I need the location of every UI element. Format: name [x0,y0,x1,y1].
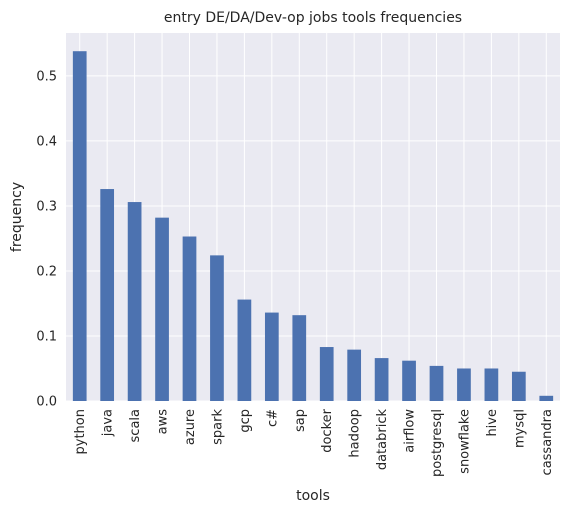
bar-snowflake [457,368,471,401]
bar-sap [292,315,307,401]
bar-gcp [237,299,252,401]
y-tick-label: 0.5 [36,69,57,84]
x-tick-labels: python java scala aws azure spark gcp c# sap dock… [73,408,555,477]
y-tick-label: 0.4 [36,134,57,149]
x-tick-label: docker [320,408,335,452]
bar-java [100,189,115,401]
bar-spark [210,255,224,401]
x-tick-label: airflow [403,409,418,453]
x-tick-label: scala [128,409,143,442]
y-tick-label: 0.2 [36,264,57,279]
y-tick-label: 0.1 [36,329,57,344]
bar-hadoop [347,349,362,401]
x-tick-label: postgresql [430,409,445,477]
x-tick-label: java [101,409,116,437]
x-tick-label: gcp [238,409,253,433]
x-tick-label: cassandra [540,409,555,475]
bars [72,51,554,401]
x-axis-label: tools [296,488,330,504]
bar-postgresql [429,365,444,401]
y-axis-label: frequency [9,182,25,252]
bar-databrick [374,358,389,401]
x-tick-label: hadoop [348,409,363,458]
x-tick-label: mysql [512,409,527,448]
x-tick-label: c# [265,409,280,427]
y-tick-label: 0.3 [36,199,57,214]
y-tick-labels: 0.0 0.1 0.2 0.3 0.4 0.5 [36,69,57,409]
x-tick-label: azure [183,409,198,445]
x-tick-label: aws [156,409,171,435]
bar-scala [127,202,142,401]
x-tick-label: python [73,409,88,454]
bar-hive [484,368,499,401]
plot-area [66,33,560,401]
bar-docker [319,347,334,401]
chart-title: entry DE/DA/Dev-op jobs tools frequencie… [164,10,462,26]
bar-python [72,51,87,401]
bar-azure [182,236,197,401]
x-tick-label: sap [293,409,308,432]
bar-aws [155,217,169,401]
x-tick-label: hive [485,409,500,437]
bar-c- [264,312,279,401]
x-tick-label: spark [210,409,225,445]
x-tick-label: databrick [375,409,390,471]
bar-mysql [511,371,526,401]
bar-airflow [402,360,416,401]
y-tick-label: 0.0 [36,395,57,410]
x-tick-label: snowflake [457,409,472,474]
bar-cassandra [539,395,554,401]
